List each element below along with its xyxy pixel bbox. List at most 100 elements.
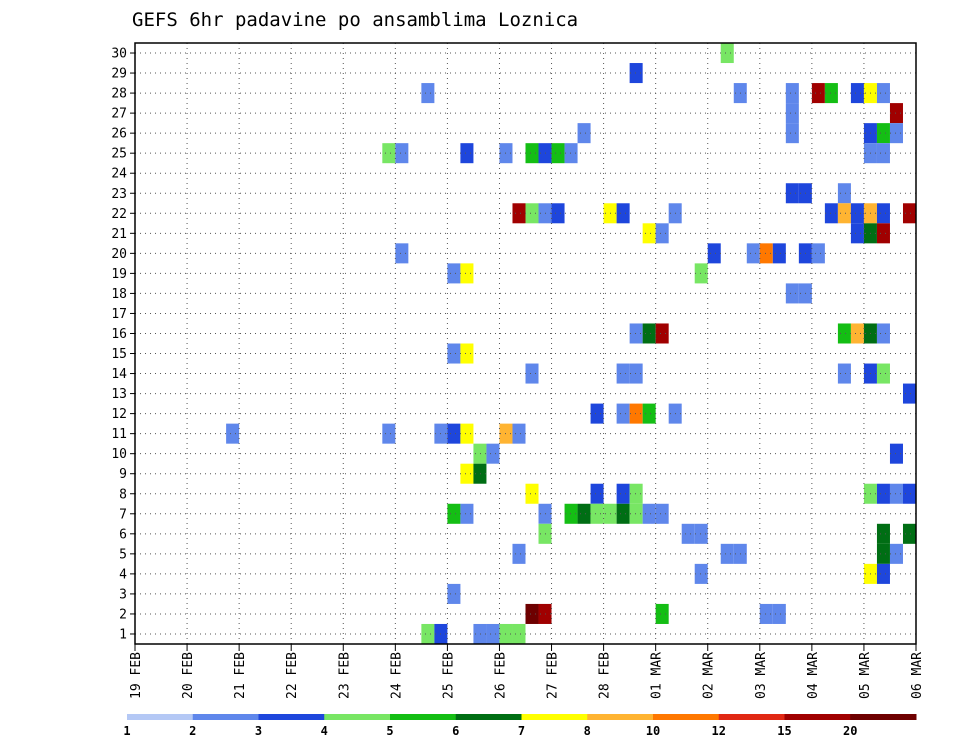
precip-cell xyxy=(382,423,396,444)
precip-cell xyxy=(655,503,669,524)
precip-cell xyxy=(460,423,474,444)
precip-cell xyxy=(785,283,799,304)
precip-cell xyxy=(824,83,838,104)
y-tick-label: 10 xyxy=(111,447,127,462)
precip-cell xyxy=(785,123,799,144)
colorbar: 1 2 3 4 5 6 7 8 10 12 15 20 xyxy=(123,714,917,738)
x-tick-label: 26 FEB xyxy=(493,652,508,699)
precip-cell xyxy=(642,403,656,424)
x-tick-label: 03 MAR xyxy=(754,652,769,699)
y-tick-label: 1 xyxy=(119,627,127,642)
precip-cell xyxy=(616,363,630,384)
precip-cell xyxy=(447,263,461,284)
precip-cell xyxy=(447,503,461,524)
colorbar-swatch xyxy=(455,714,522,720)
precip-cell xyxy=(512,623,526,644)
precip-cell xyxy=(876,223,890,244)
x-tick-label: 23 FEB xyxy=(337,652,352,699)
y-tick-label: 6 xyxy=(119,527,127,542)
precip-cell xyxy=(824,203,838,224)
precip-cell xyxy=(655,223,669,244)
precip-cell xyxy=(473,443,487,464)
precip-cell xyxy=(616,403,630,424)
colorbar-label: 20 xyxy=(843,724,857,738)
colorbar-label: 5 xyxy=(386,724,393,738)
y-tick-label: 22 xyxy=(111,207,127,222)
y-tick-label: 7 xyxy=(119,507,127,522)
precip-cell xyxy=(473,463,487,484)
precip-cell xyxy=(902,523,916,544)
colorbar-swatch xyxy=(521,714,588,720)
x-tick-label: 19 FEB xyxy=(129,652,144,699)
plot-frame xyxy=(134,42,917,645)
y-tick-label: 17 xyxy=(111,307,127,322)
precip-cell xyxy=(551,143,565,164)
precip-cell xyxy=(720,43,734,64)
precip-cell xyxy=(642,223,656,244)
y-tick-label: 23 xyxy=(111,187,127,202)
colorbar-swatch xyxy=(324,714,391,720)
y-tick-label: 26 xyxy=(111,127,127,142)
colorbar-swatch xyxy=(850,714,917,720)
colorbar-label: 10 xyxy=(646,724,660,738)
precip-cell xyxy=(785,183,799,204)
y-tick-label: 11 xyxy=(111,427,127,442)
x-tick-label: 02 MAR xyxy=(702,652,717,699)
precip-cell xyxy=(460,343,474,364)
colorbar-swatch xyxy=(653,714,720,720)
y-tick-label: 15 xyxy=(111,347,127,362)
precip-cell xyxy=(629,63,643,84)
precip-cell xyxy=(616,483,630,504)
precip-cell xyxy=(629,483,643,504)
x-tick-label: 06 MAR xyxy=(910,652,925,699)
colorbar-swatch xyxy=(587,714,654,720)
precip-cell xyxy=(759,603,773,624)
y-tick-label: 27 xyxy=(111,107,127,122)
precip-cell xyxy=(902,383,916,404)
precip-cell xyxy=(850,323,864,344)
precip-cell xyxy=(876,363,890,384)
colorbar-label: 7 xyxy=(518,724,525,738)
precip-cell xyxy=(512,543,526,564)
y-tick-label: 18 xyxy=(111,287,127,302)
precip-cell xyxy=(694,263,708,284)
precip-cell xyxy=(889,483,903,504)
y-tick-label: 12 xyxy=(111,407,127,422)
precip-cell xyxy=(525,483,539,504)
precip-cell xyxy=(447,343,461,364)
precip-cell xyxy=(577,503,591,524)
y-tick-label: 9 xyxy=(119,467,127,482)
y-tick-label: 4 xyxy=(119,567,127,582)
precip-cell xyxy=(655,603,669,624)
precip-cell xyxy=(421,83,435,104)
precip-cell xyxy=(642,503,656,524)
colorbar-label: 15 xyxy=(777,724,791,738)
colorbar-label: 8 xyxy=(584,724,591,738)
precip-cell xyxy=(525,143,539,164)
precip-cell xyxy=(395,143,409,164)
colorbar-label: 12 xyxy=(712,724,726,738)
precip-cell xyxy=(590,483,604,504)
precip-cell xyxy=(382,143,396,164)
precip-cell xyxy=(707,243,721,264)
precip-cell xyxy=(876,543,890,564)
precip-cell xyxy=(564,143,578,164)
precip-cell xyxy=(642,323,656,344)
colorbar-label: 4 xyxy=(321,724,328,738)
precip-cell xyxy=(889,443,903,464)
precip-cell xyxy=(447,583,461,604)
y-axis: 1234567891011121314151617181920212223242… xyxy=(111,47,135,642)
precip-cell xyxy=(460,263,474,284)
precip-cell xyxy=(590,403,604,424)
x-tick-label: 20 FEB xyxy=(181,652,196,699)
precip-cell xyxy=(837,203,851,224)
precip-cell xyxy=(889,543,903,564)
colorbar-swatch xyxy=(258,714,325,720)
precip-cell xyxy=(486,443,500,464)
precip-cell xyxy=(395,243,409,264)
precip-cell xyxy=(876,123,890,144)
grid-layer xyxy=(135,43,916,644)
precip-cell xyxy=(629,323,643,344)
precip-cell xyxy=(616,503,630,524)
